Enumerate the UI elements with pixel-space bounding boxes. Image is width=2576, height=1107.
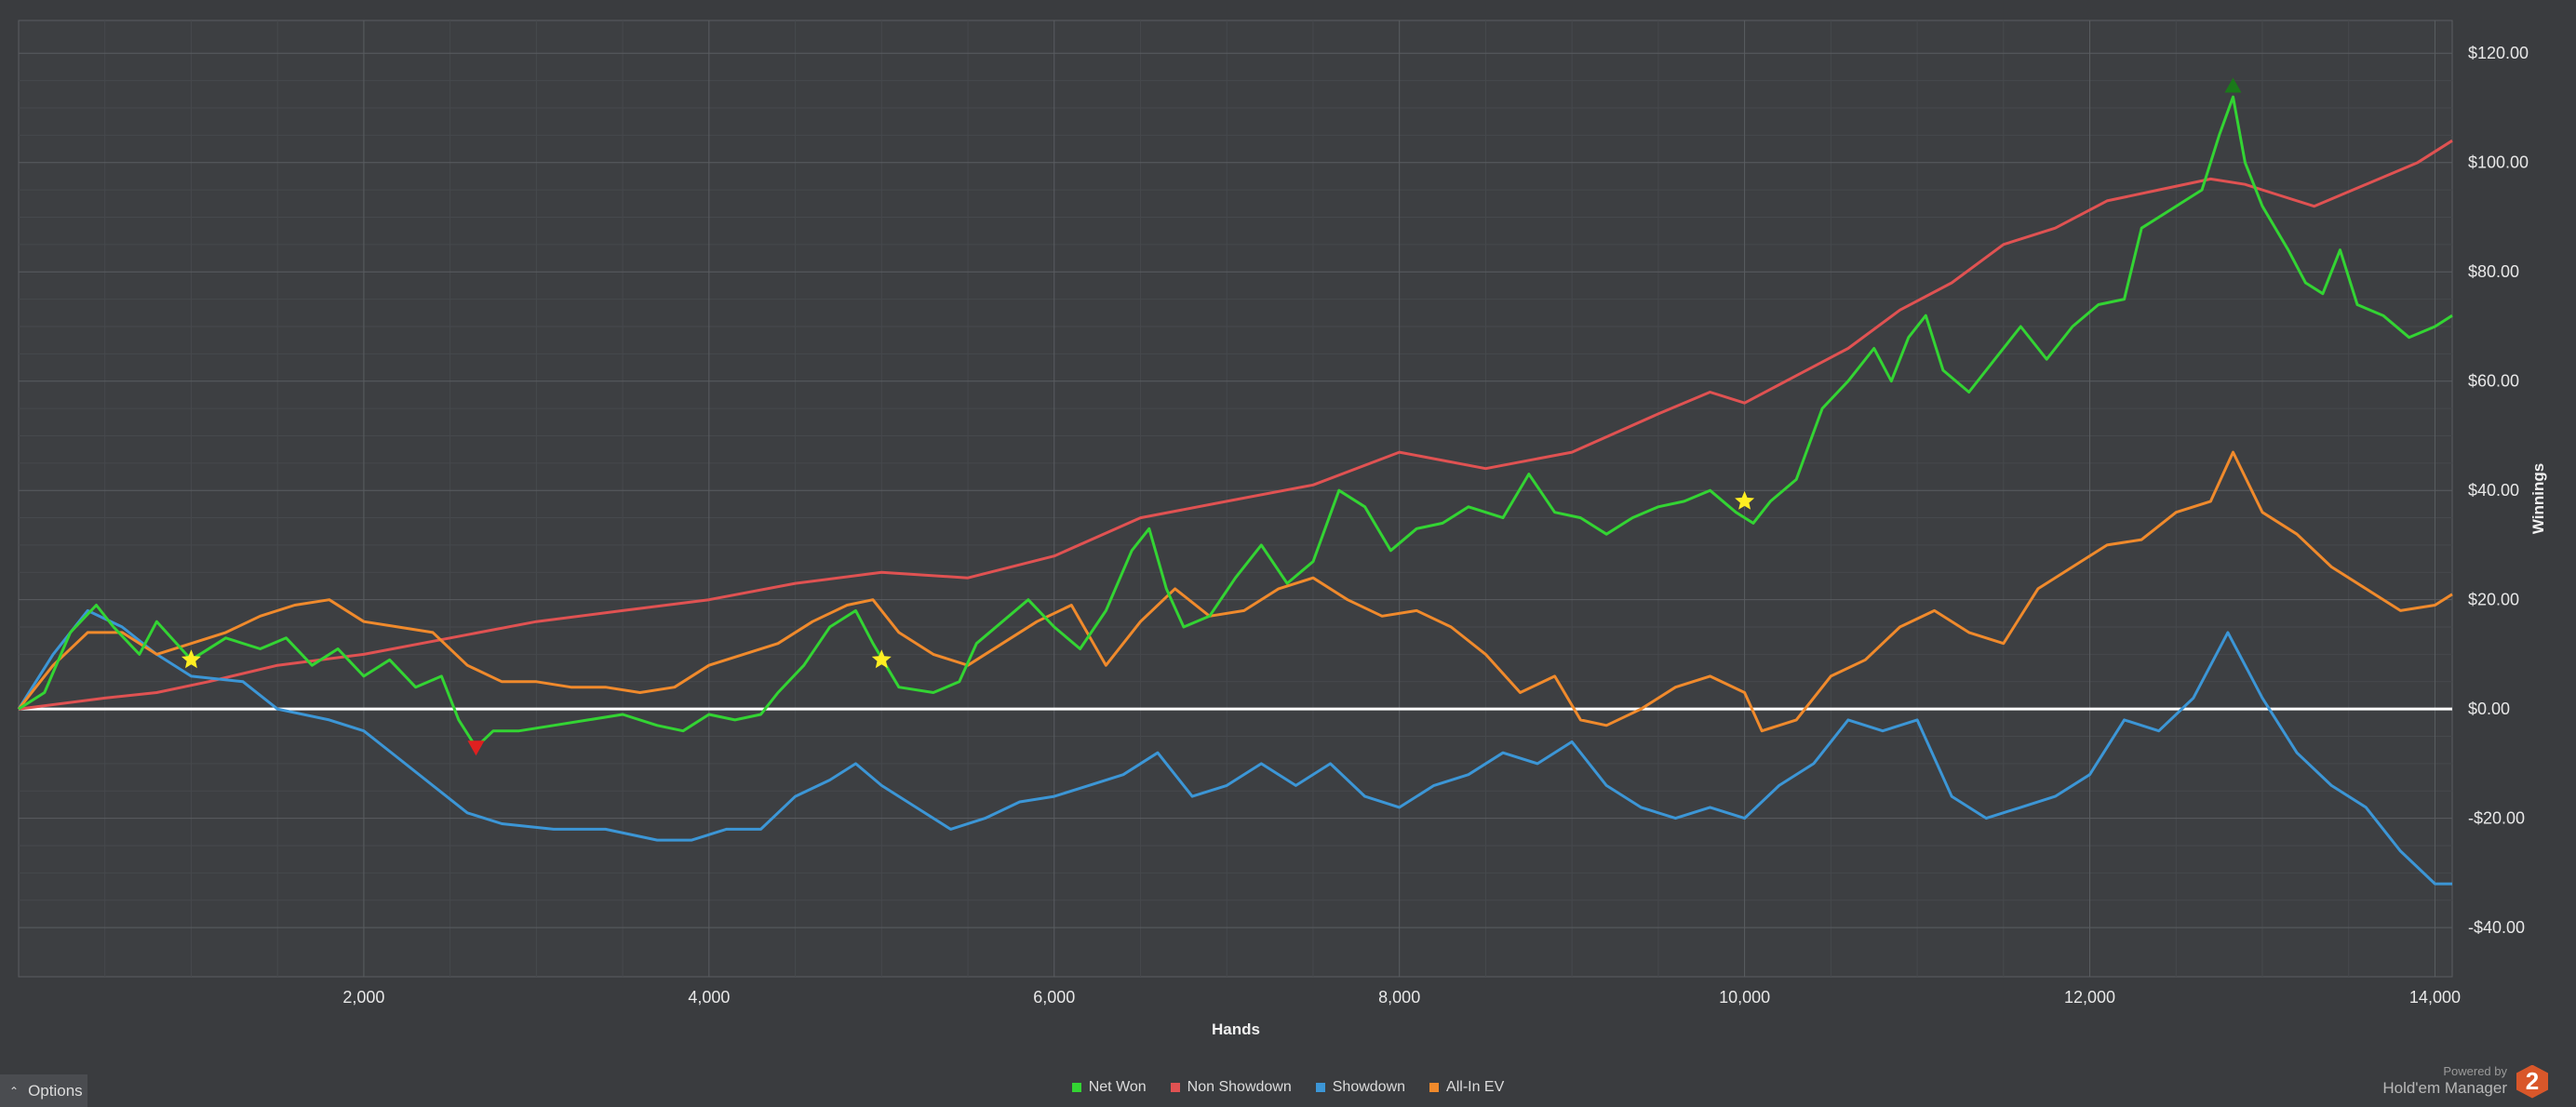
star-marker [871,649,892,669]
y-axis-ticks: $120.00 $100.00 $80.00 $60.00 $40.00 $20.00 $0… [2468,44,2529,937]
y-axis-title: Winnings [2529,463,2547,534]
chevron-up-icon: ⌃ [9,1084,20,1098]
y-tick-label: -$20.00 [2468,809,2525,828]
series-line-net-won [18,95,2453,749]
legend-swatch [1170,1083,1180,1092]
y-tick-label: $20.00 [2468,591,2519,609]
x-tick-label: 4,000 [688,988,730,1007]
x-tick-label: 6,000 [1033,988,1075,1007]
series-line-non-showdown [18,139,2453,711]
legend-label: All-In EV [1446,1079,1505,1095]
star-marker [181,649,201,669]
brand-logo: 2 [2516,1064,2548,1099]
legend-swatch [1429,1083,1440,1092]
legend-item-non-showdown[interactable]: Non Showdown [1170,1079,1292,1096]
star-marker [1735,490,1755,510]
series-lines [17,95,2453,886]
y-tick-label: $120.00 [2468,44,2529,62]
x-tick-label: 8,000 [1378,988,1420,1007]
x-axis-title: Hands [1212,1020,1260,1038]
y-tick-label: $60.00 [2468,372,2519,391]
legend-label: Net Won [1088,1079,1147,1095]
legend-label: Non Showdown [1187,1079,1292,1095]
legend-swatch [1315,1083,1325,1092]
y-tick-label: -$40.00 [2468,918,2525,937]
x-axis-ticks: 2,000 4,000 6,000 8,000 10,000 12,000 14,000 [342,988,2461,1007]
x-tick-label: 12,000 [2064,988,2115,1007]
y-tick-label: $0.00 [2468,700,2510,718]
legend-label: Showdown [1332,1079,1406,1095]
legend-item-net-won[interactable]: Net Won [1071,1079,1147,1096]
minor-gridlines [19,20,2452,977]
legend-item-all-in-ev[interactable]: All-In EV [1429,1079,1504,1096]
powered-by-text: Powered by [2443,1064,2507,1079]
y-tick-label: $40.00 [2468,481,2519,500]
branding-text: Powered by Hold'em Manager [2382,1064,2507,1098]
series-line-showdown [17,608,2452,886]
x-tick-label: 10,000 [1719,988,1770,1007]
markers [181,77,2242,756]
options-label: Options [28,1081,83,1100]
low-point-marker [467,740,485,756]
high-point-marker [2224,77,2242,93]
legend: Net Won Non Showdown Showdown All-In EV [0,1079,2576,1096]
branding: Powered by Hold'em Manager 2 [2382,1060,2548,1102]
y-tick-label: $80.00 [2468,262,2519,281]
series-line-all-in-ev [17,450,2453,733]
legend-item-showdown[interactable]: Showdown [1315,1079,1406,1096]
x-tick-label: 2,000 [342,988,384,1007]
brand-name: Hold'em Manager [2382,1079,2507,1098]
options-button[interactable]: ⌃ Options [0,1074,87,1107]
legend-swatch [1071,1083,1081,1092]
x-tick-label: 14,000 [2409,988,2461,1007]
y-tick-label: $100.00 [2468,153,2529,172]
